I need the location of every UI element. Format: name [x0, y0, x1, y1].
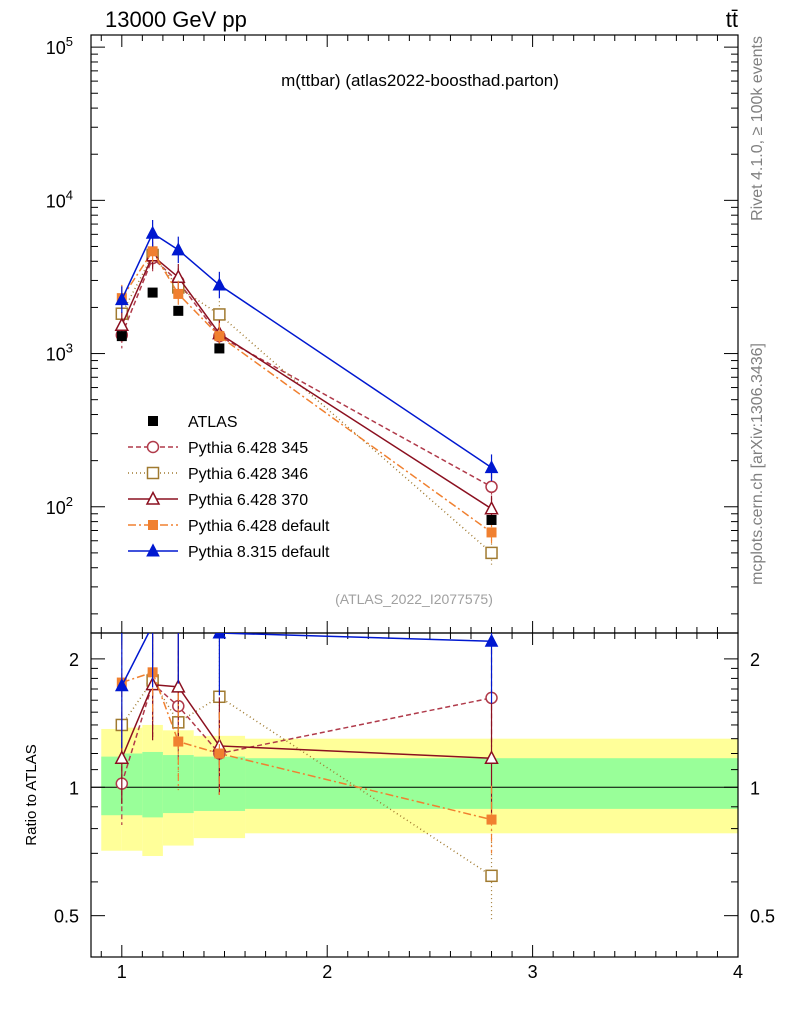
- series-4-ratio-point: [114, 678, 129, 692]
- band-inner-1: [121, 753, 143, 816]
- x-tick-label-1: 2: [322, 962, 332, 982]
- analysis-id: (ATLAS_2022_I2077575): [335, 591, 493, 607]
- y-tick-base: 10: [46, 345, 66, 365]
- series-4-ratio-point: [212, 633, 227, 639]
- side-label-bottom: mcplots.cern.ch [arXiv:1306.3436]: [749, 343, 766, 585]
- ratio-tick-label-left-0: 0.5: [54, 907, 79, 927]
- main-series-group: [114, 220, 499, 567]
- legend-label-4: Pythia 6.428 default: [188, 518, 330, 535]
- series-1-ratio-point: [485, 869, 498, 883]
- series-3-ratio-point: [486, 814, 497, 825]
- series-2-main-point: [171, 269, 186, 283]
- series-3-main-point: [173, 288, 184, 299]
- band-inner-2: [142, 751, 163, 818]
- y-tick-label-0: 102: [46, 494, 73, 518]
- series-3-ratio-line: [121, 671, 492, 821]
- ratio-frame: [90, 632, 739, 958]
- series-3-main-point: [486, 527, 497, 538]
- series-1-main-point: [485, 546, 498, 560]
- series-4-ratio-line: [121, 633, 492, 687]
- series-4-main-point: [212, 277, 227, 291]
- series-3-main-line: [121, 249, 492, 534]
- y-tick-exp: 3: [66, 341, 73, 356]
- series-2-ratio-point: [484, 750, 499, 764]
- beam-label: 13000 GeV pp: [105, 7, 247, 32]
- series-2-ratio-point: [114, 750, 130, 764]
- series-1-main-point: [213, 308, 226, 321]
- series-4-main-line: [121, 232, 492, 469]
- series-4-main-point: [484, 460, 499, 474]
- legend-marker-2: [146, 466, 160, 480]
- series-2-main-point: [484, 500, 499, 515]
- y-tick-label-2: 104: [46, 187, 73, 211]
- x-tick-label-2: 3: [528, 962, 538, 982]
- ratio-bands: [101, 724, 738, 857]
- y-tick-base: 10: [46, 38, 66, 58]
- series-4-ratio-point: [147, 619, 159, 631]
- legend-marker-1: [146, 440, 160, 454]
- x-tick-label-0: 1: [117, 962, 127, 982]
- ratio-tick-label-right-0: 0.5: [750, 907, 775, 927]
- atlas-data-point: [116, 331, 127, 342]
- series-3-ratio-point: [214, 748, 225, 759]
- ratio-series-group: [114, 615, 499, 922]
- y-tick-base: 10: [46, 191, 66, 211]
- ratio-panel: 1 2 3 4 0.5 0.5 1 1 2 2: [54, 615, 775, 982]
- series-4-ratio-point: [484, 633, 499, 647]
- ratio-tick-label-left-1: 1: [69, 778, 79, 798]
- series-4-main-point: [114, 292, 129, 306]
- series-3-main-point: [147, 246, 158, 257]
- series-1-ratio-line: [121, 679, 492, 877]
- series-2-main-point: [114, 317, 130, 332]
- series-1-main-line: [121, 253, 493, 554]
- atlas-data-point: [486, 514, 497, 525]
- legend-marker-4: [148, 520, 158, 530]
- y-tick-label-1: 103: [46, 341, 73, 365]
- y-tick-label-3: 105: [46, 34, 73, 58]
- ratio-tick-label-left-2: 2: [69, 650, 79, 670]
- side-label-top: Rivet 4.1.0, ≥ 100k events: [749, 36, 766, 221]
- atlas-data-point: [147, 287, 158, 298]
- y-tick-exp: 2: [66, 494, 73, 509]
- legend-marker-0: [148, 416, 158, 426]
- series-4-main-point: [171, 242, 186, 256]
- legend-label-0: ATLAS: [188, 414, 238, 431]
- atlas-data-point: [214, 343, 225, 354]
- band-inner-0: [101, 756, 122, 816]
- x-tick-label-3: 4: [733, 962, 743, 982]
- legend-marker-5: [146, 543, 160, 557]
- legend-label-2: Pythia 6.428 346: [188, 466, 308, 483]
- legend-label-5: Pythia 8.315 default: [188, 544, 330, 561]
- process-label: tt̄: [726, 7, 738, 32]
- chart-title: m(ttbar) (atlas2022-boosthad.parton): [281, 71, 559, 90]
- series-4-main-point: [145, 225, 160, 239]
- series-0-main-point: [485, 480, 498, 494]
- series-3-ratio-point: [173, 736, 184, 747]
- y-tick-base: 10: [46, 498, 66, 518]
- y-tick-exp: 4: [66, 187, 73, 202]
- legend-label-3: Pythia 6.428 370: [188, 492, 308, 509]
- series-0-main-line: [121, 256, 492, 488]
- ratio-y-axis-label: Ratio to ATLAS: [23, 744, 40, 845]
- legend-marker-3: [145, 490, 161, 505]
- legend: ATLAS Pythia 6.428 345 Pythia 6.428 346 Pyt…: [128, 414, 330, 561]
- ratio-tick-label-right-1: 1: [750, 778, 760, 798]
- series-3-main-point: [214, 331, 225, 342]
- series-2-ratio-point: [171, 678, 186, 693]
- y-tick-exp: 5: [66, 34, 73, 49]
- ratio-tick-label-right-2: 2: [750, 650, 760, 670]
- atlas-data-point: [173, 305, 184, 316]
- legend-label-1: Pythia 6.428 345: [188, 440, 308, 457]
- series-4-ratio-point: [172, 615, 184, 627]
